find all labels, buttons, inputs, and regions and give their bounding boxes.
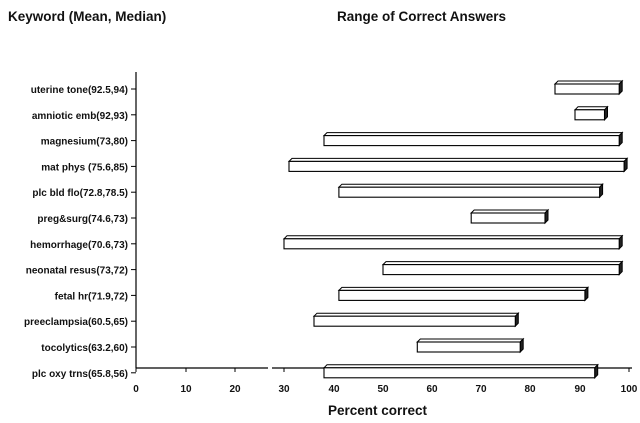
category-labels: uterine tone(92.5,94) amniotic emb(92,93)… bbox=[24, 85, 128, 380]
range-bar bbox=[312, 311, 520, 328]
x-axis-label: Percent correct bbox=[328, 403, 428, 418]
range-bar bbox=[322, 363, 599, 380]
range-bar bbox=[469, 208, 550, 225]
x-tick-label: 10 bbox=[180, 384, 192, 395]
x-tick-label: 50 bbox=[377, 384, 389, 395]
range-bar-front bbox=[283, 238, 620, 250]
range-bar bbox=[381, 260, 624, 276]
keyword-header: Keyword (Mean, Median) bbox=[8, 9, 167, 24]
category-label: magnesium(73,80) bbox=[41, 137, 128, 148]
range-bar-front bbox=[554, 83, 620, 95]
range-bar-front bbox=[313, 315, 516, 327]
x-tick-label: 30 bbox=[278, 384, 290, 395]
x-tick-label: 90 bbox=[574, 384, 586, 395]
axes bbox=[131, 72, 632, 374]
range-bar-front bbox=[338, 289, 586, 301]
category-label: plc oxy trns(65.8,56) bbox=[32, 369, 128, 380]
range-bar-front bbox=[416, 341, 521, 353]
x-tick-label: 60 bbox=[426, 384, 438, 395]
range-bar bbox=[337, 286, 590, 302]
range-bars bbox=[282, 79, 629, 380]
category-label: fetal hr(71.9,72) bbox=[55, 291, 128, 302]
x-tick-label: 20 bbox=[229, 384, 241, 395]
range-bar-front bbox=[288, 160, 625, 172]
x-tick-label: 70 bbox=[475, 384, 487, 395]
category-label: neonatal resus(73,72) bbox=[26, 266, 128, 277]
range-bar-front bbox=[323, 367, 596, 379]
range-bar bbox=[282, 234, 624, 251]
range-bar-front bbox=[338, 186, 601, 198]
x-tick-labels: 0 10 20 30 40 50 60 70 80 90 100 bbox=[133, 384, 638, 395]
category-label: preeclampsia(60.5,65) bbox=[24, 317, 128, 328]
category-label: plc bld flo(72.8,78.5) bbox=[32, 188, 128, 199]
range-bar bbox=[553, 79, 624, 96]
range-bar bbox=[337, 182, 604, 199]
category-label: tocolytics(63.2,60) bbox=[41, 343, 128, 354]
range-bar-front bbox=[382, 264, 620, 276]
range-bar bbox=[322, 131, 624, 147]
category-label: hemorrhage(70.6,73) bbox=[30, 240, 128, 251]
x-tick-label: 80 bbox=[524, 384, 536, 395]
x-tick-label: 0 bbox=[133, 384, 139, 395]
chart-title: Range of Correct Answers bbox=[337, 9, 507, 24]
range-bar-front bbox=[470, 212, 546, 224]
x-tick-label: 100 bbox=[621, 384, 638, 395]
range-bar bbox=[573, 105, 609, 122]
category-label: amniotic emb(92,93) bbox=[32, 111, 128, 122]
x-tick-label: 40 bbox=[328, 384, 340, 395]
category-label: mat phys (75.6,85) bbox=[41, 162, 128, 173]
range-bar bbox=[287, 157, 629, 173]
range-bar-front bbox=[323, 135, 620, 147]
category-label: preg&surg(74.6,73) bbox=[37, 214, 128, 225]
category-label: uterine tone(92.5,94) bbox=[31, 85, 128, 96]
range-bar-front bbox=[574, 109, 606, 121]
range-bar bbox=[416, 337, 525, 354]
